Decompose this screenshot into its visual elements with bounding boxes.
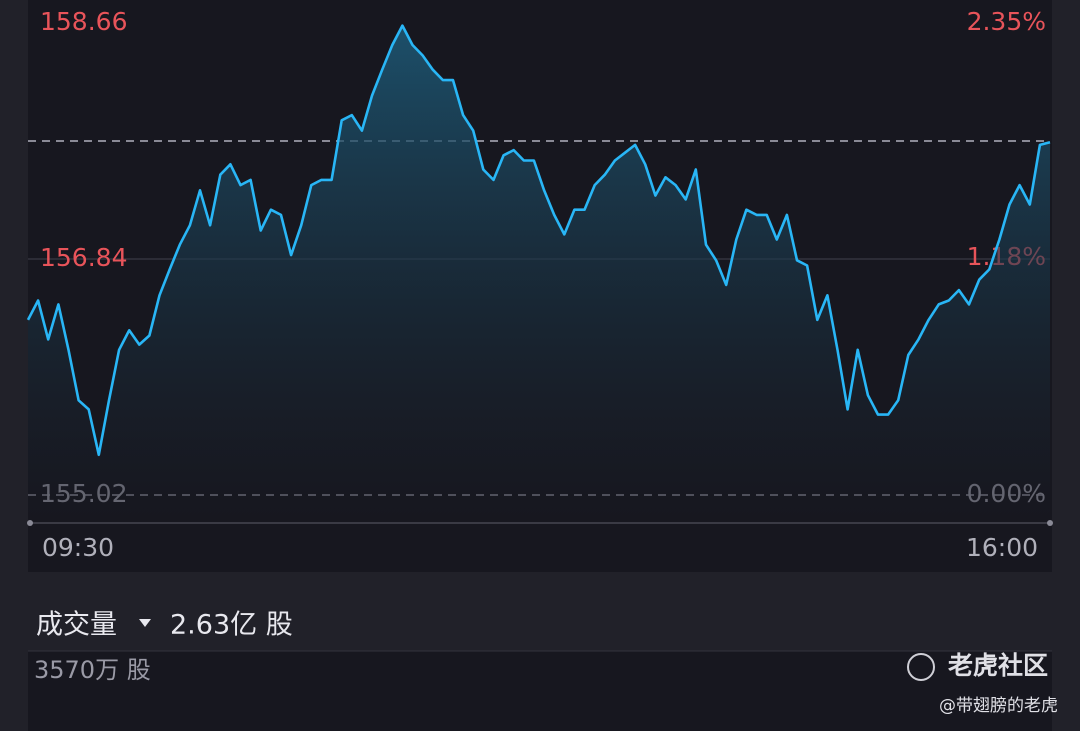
axis-dot [27,520,33,526]
volume-max: 3570万 股 [34,656,151,684]
x-tick-label: 09:30 [42,533,114,562]
watermark-brand: 老虎社区 [948,651,1048,680]
y-tick-label: 158.66 [40,7,127,36]
y-tick-label: 156.84 [40,243,127,272]
watermark-author: @带翅膀的老虎 [939,696,1058,716]
volume-label[interactable]: 成交量 [36,610,117,641]
area [28,25,1050,520]
volume-panel [28,651,1052,731]
price-line [26,24,1051,457]
plot: 155.02156.84158.660.00%1.18%2.35%09:3016… [26,7,1053,562]
x-tick-label: 16:00 [966,533,1038,562]
y2-tick-label: 2.35% [967,7,1046,36]
logo-icon [907,653,935,681]
axis-dot [1047,520,1053,526]
volume-total: 2.63亿 股 [170,610,293,641]
dropdown-arrow[interactable] [139,619,151,627]
